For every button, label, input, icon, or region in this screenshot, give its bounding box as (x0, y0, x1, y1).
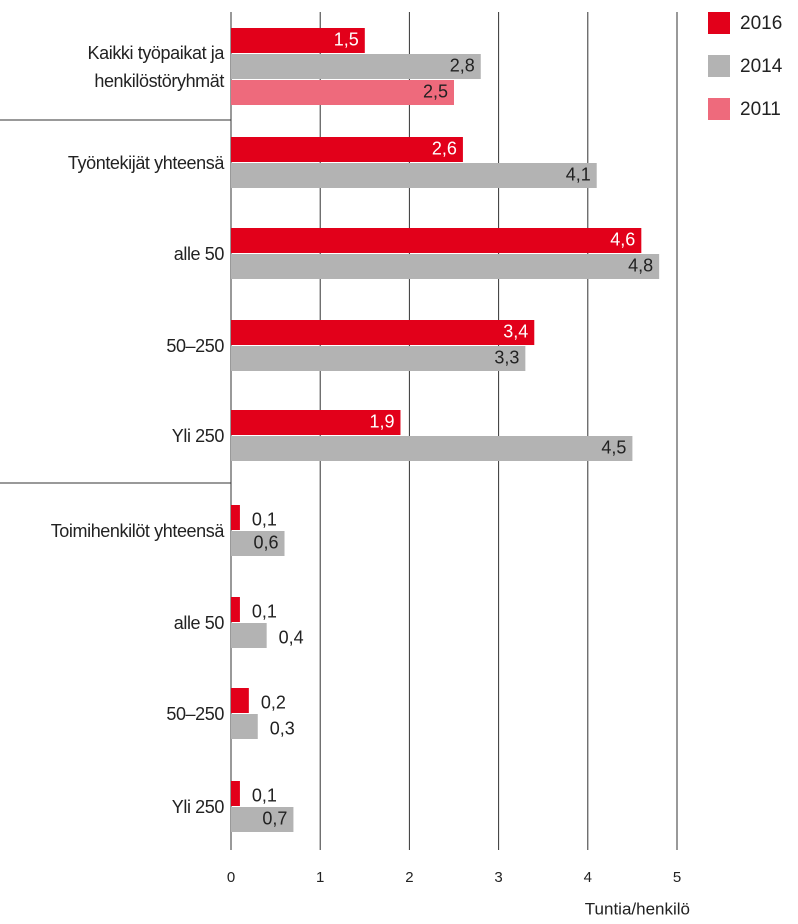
value-label: 4,8 (628, 255, 653, 275)
bar (231, 320, 535, 345)
category-label: Yli 250 (171, 797, 225, 817)
x-tick-label: 0 (227, 869, 235, 886)
x-tick-label: 2 (405, 869, 413, 886)
value-label: 0,1 (252, 509, 277, 529)
legend-swatch (708, 55, 730, 77)
category-label: Kaikki työpaikat ja henkilöstöryhmät (87, 43, 225, 91)
bar (231, 254, 660, 279)
bar (231, 714, 258, 739)
category-label: alle 50 (173, 244, 225, 264)
bar (231, 436, 633, 461)
bar (231, 80, 454, 105)
value-label: 0,6 (253, 532, 278, 552)
bar (231, 28, 365, 53)
legend-swatch (708, 98, 730, 120)
value-label: 3,4 (503, 321, 528, 341)
bar (231, 163, 597, 188)
value-label: 4,6 (610, 229, 635, 249)
legend-label: 2011 (740, 99, 781, 120)
bar (231, 807, 294, 832)
value-label: 0,1 (252, 601, 277, 621)
category-label: Yli 250 (171, 426, 225, 446)
value-label: 3,3 (494, 347, 519, 367)
value-label: 4,5 (601, 437, 626, 457)
bar (231, 531, 285, 556)
bar (231, 623, 267, 648)
bar (231, 688, 249, 713)
x-axis-label: Tuntia/henkilö (585, 899, 690, 918)
category-label: 50–250 (166, 336, 224, 356)
x-tick-label: 1 (316, 869, 324, 886)
value-label: 2,6 (432, 138, 457, 158)
bar (231, 137, 463, 162)
value-label: 1,5 (334, 29, 359, 49)
value-label: 0,7 (262, 808, 287, 828)
category-label: alle 50 (173, 613, 225, 633)
bar (231, 228, 642, 253)
value-label: 2,8 (450, 55, 475, 75)
value-label: 2,5 (423, 81, 448, 101)
legend-label: 2016 (740, 13, 782, 34)
value-label: 0,2 (261, 692, 286, 712)
x-tick-label: 3 (494, 869, 502, 886)
category-label: Toimihenkilöt yhteensä (50, 521, 225, 541)
bar (231, 410, 401, 435)
value-label: 1,9 (369, 411, 394, 431)
bar (231, 781, 240, 806)
value-label: 0,1 (252, 785, 277, 805)
x-tick-label: 5 (673, 869, 681, 886)
value-label: 0,4 (279, 627, 304, 647)
value-label: 4,1 (566, 164, 591, 184)
x-tick-label: 4 (584, 869, 592, 886)
bar (231, 346, 526, 371)
legend-label: 2014 (740, 56, 783, 77)
bar (231, 54, 481, 79)
bar (231, 597, 240, 622)
category-label: Työntekijät yhteensä (67, 153, 225, 173)
legend-swatch (708, 12, 730, 34)
category-label: 50–250 (166, 704, 224, 724)
bar (231, 505, 240, 530)
value-label: 0,3 (270, 718, 295, 738)
